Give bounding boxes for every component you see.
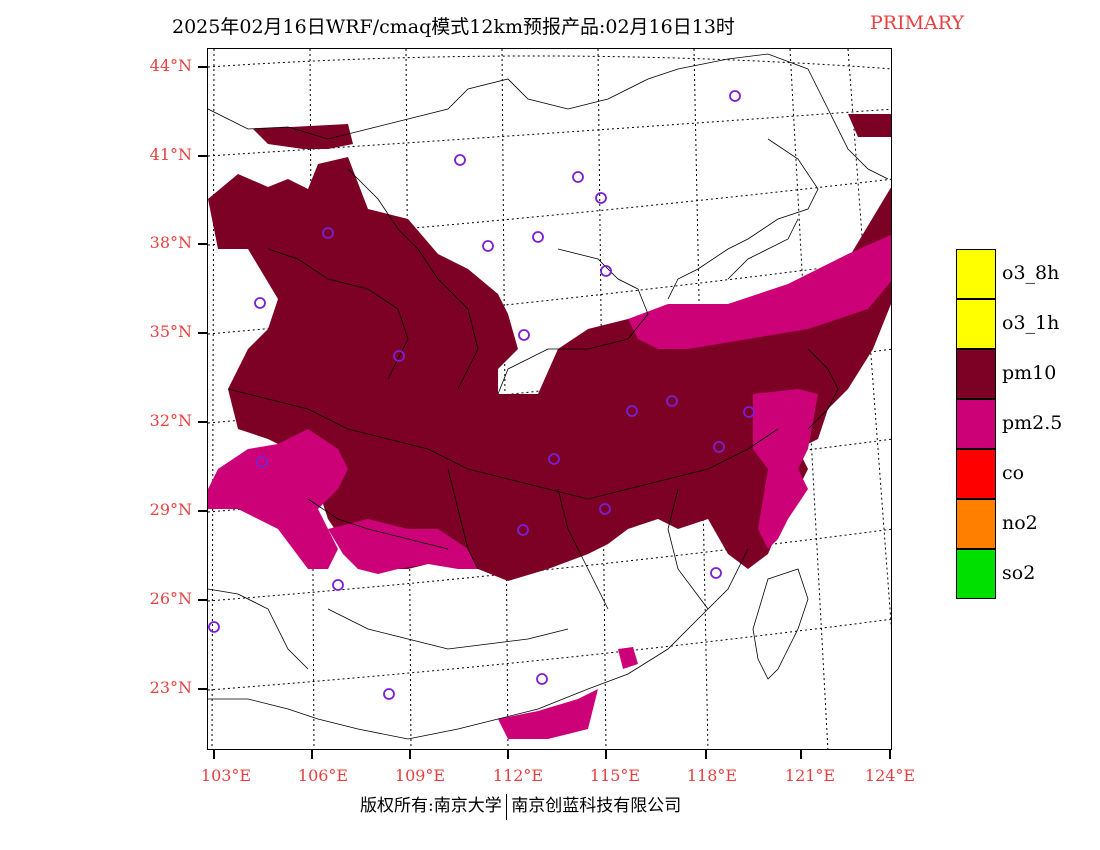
legend-label: so2 bbox=[1002, 562, 1036, 584]
lon-label-124: 124°E bbox=[864, 766, 916, 785]
lon-label-121: 121°E bbox=[784, 766, 836, 785]
lat-tick bbox=[198, 332, 207, 334]
station-marker[interactable] bbox=[383, 688, 395, 700]
station-marker[interactable] bbox=[536, 673, 548, 685]
lat-tick bbox=[198, 155, 207, 157]
legend-swatch bbox=[956, 499, 996, 549]
lat-tick bbox=[198, 66, 207, 68]
lon-label-106: 106°E bbox=[297, 766, 349, 785]
station-markers bbox=[208, 90, 755, 700]
lat-label-26: 26°N bbox=[149, 589, 192, 608]
credit-company: 南京创蓝科技有限公司 bbox=[511, 796, 682, 816]
copyright-credit: 版权所有:南京大学 南京创蓝科技有限公司 bbox=[360, 791, 681, 820]
lon-tick bbox=[800, 750, 802, 759]
legend-swatch bbox=[956, 399, 996, 449]
legend-swatch bbox=[956, 349, 996, 399]
map-canvas bbox=[208, 49, 891, 749]
station-marker[interactable] bbox=[743, 406, 755, 418]
station-marker[interactable] bbox=[548, 453, 560, 465]
station-marker[interactable] bbox=[572, 171, 584, 183]
pm10-region bbox=[208, 114, 891, 581]
station-marker[interactable] bbox=[254, 297, 266, 309]
station-marker[interactable] bbox=[666, 395, 678, 407]
lat-label-38: 38°N bbox=[149, 233, 192, 252]
lon-label-112: 112°E bbox=[492, 766, 544, 785]
legend-label: no2 bbox=[1002, 512, 1038, 534]
station-marker[interactable] bbox=[256, 456, 268, 468]
lon-tick bbox=[507, 750, 509, 759]
station-marker[interactable] bbox=[208, 621, 220, 633]
lon-label-118: 118°E bbox=[686, 766, 738, 785]
lat-tick bbox=[198, 688, 207, 690]
lon-tick bbox=[213, 750, 215, 759]
station-marker[interactable] bbox=[322, 227, 334, 239]
lat-label-29: 29°N bbox=[149, 500, 192, 519]
pm25-region bbox=[208, 234, 891, 739]
station-marker[interactable] bbox=[595, 192, 607, 204]
boundaries bbox=[208, 53, 889, 740]
credit-university: 版权所有:南京大学 bbox=[360, 796, 502, 816]
lon-tick bbox=[605, 750, 607, 759]
station-marker[interactable] bbox=[517, 524, 529, 536]
lat-tick bbox=[198, 243, 207, 245]
title-main: 2025年02月16日WRF/cmaq模式12km预报产品:02月16日13时 bbox=[172, 16, 735, 38]
lat-label-32: 32°N bbox=[149, 411, 192, 430]
lat-label-44: 44°N bbox=[149, 56, 192, 75]
legend-label: pm2.5 bbox=[1002, 412, 1063, 434]
legend-label: pm10 bbox=[1002, 362, 1057, 384]
lon-label-109: 109°E bbox=[394, 766, 446, 785]
forecast-map[interactable] bbox=[207, 48, 892, 750]
legend-swatch bbox=[956, 449, 996, 499]
legend-swatch bbox=[956, 549, 996, 599]
lon-tick bbox=[311, 750, 313, 759]
lat-label-41: 41°N bbox=[149, 145, 192, 164]
station-marker[interactable] bbox=[518, 329, 530, 341]
credit-separator bbox=[505, 793, 508, 820]
lat-tick bbox=[198, 510, 207, 512]
station-marker[interactable] bbox=[599, 503, 611, 515]
lat-label-23: 23°N bbox=[149, 678, 192, 697]
station-marker[interactable] bbox=[532, 231, 544, 243]
lat-tick bbox=[198, 421, 207, 423]
lat-label-35: 35°N bbox=[149, 322, 192, 341]
legend-label: o3_1h bbox=[1002, 312, 1060, 334]
station-marker[interactable] bbox=[393, 350, 405, 362]
legend-label: co bbox=[1002, 462, 1025, 484]
station-marker[interactable] bbox=[454, 154, 466, 166]
lon-tick bbox=[409, 750, 411, 759]
legend-swatch bbox=[956, 249, 996, 299]
lon-label-115: 115°E bbox=[589, 766, 641, 785]
station-marker[interactable] bbox=[710, 567, 722, 579]
legend-label: o3_8h bbox=[1002, 262, 1060, 284]
legend-swatch bbox=[956, 299, 996, 349]
lat-tick bbox=[198, 599, 207, 601]
lon-tick bbox=[889, 750, 891, 759]
station-marker[interactable] bbox=[600, 265, 612, 277]
station-marker[interactable] bbox=[332, 579, 344, 591]
station-marker[interactable] bbox=[482, 240, 494, 252]
lon-tick bbox=[705, 750, 707, 759]
station-marker[interactable] bbox=[626, 405, 638, 417]
station-marker[interactable] bbox=[713, 441, 725, 453]
lon-label-103: 103°E bbox=[200, 766, 252, 785]
station-marker[interactable] bbox=[729, 90, 741, 102]
title-primary-tag: PRIMARY bbox=[870, 12, 965, 34]
